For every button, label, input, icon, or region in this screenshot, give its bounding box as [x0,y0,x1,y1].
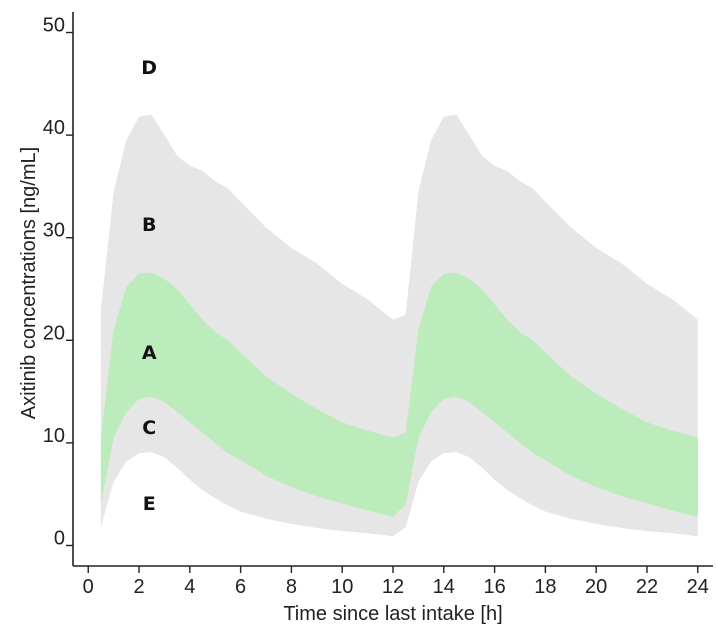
y-ticks-layer: 0 10 20 30 40 50 [43,15,73,549]
x-tick-label: 22 [636,576,658,598]
x-tick-label: 0 [83,576,94,598]
x-tick-label: 14 [433,576,455,598]
inner-band-area [100,272,698,517]
y-tick-label: 50 [43,15,65,37]
y-tick-label: 20 [43,322,65,344]
x-axis-title: Time since last intake [h] [283,603,502,625]
y-tick-label: 10 [43,425,65,447]
x-ticks-layer: 0 2 4 6 8 10 12 14 16 18 20 22 24 [83,566,709,598]
x-tick-label: 12 [382,576,404,598]
y-axis-title: Axitinib concentrations [ng/mL] [18,147,40,419]
x-tick-label: 2 [133,576,144,598]
x-tick-label: 20 [585,576,607,598]
region-label-b: B [142,214,156,236]
y-tick-label: 0 [54,527,65,549]
region-label-c: C [142,417,156,439]
x-tick-label: 6 [235,576,246,598]
x-tick-label: 8 [286,576,297,598]
bands-layer [100,114,698,537]
region-label-d: D [141,57,157,79]
x-tick-label: 16 [483,576,505,598]
region-labels-layer: D B A C E [141,57,157,515]
region-label-e: E [143,493,156,515]
x-tick-label: 4 [184,576,195,598]
y-tick-label: 30 [43,220,65,242]
region-label-a: A [142,342,157,364]
x-tick-label: 18 [534,576,556,598]
x-tick-label: 24 [687,576,709,598]
x-tick-label: 10 [331,576,353,598]
y-tick-label: 40 [43,117,65,139]
